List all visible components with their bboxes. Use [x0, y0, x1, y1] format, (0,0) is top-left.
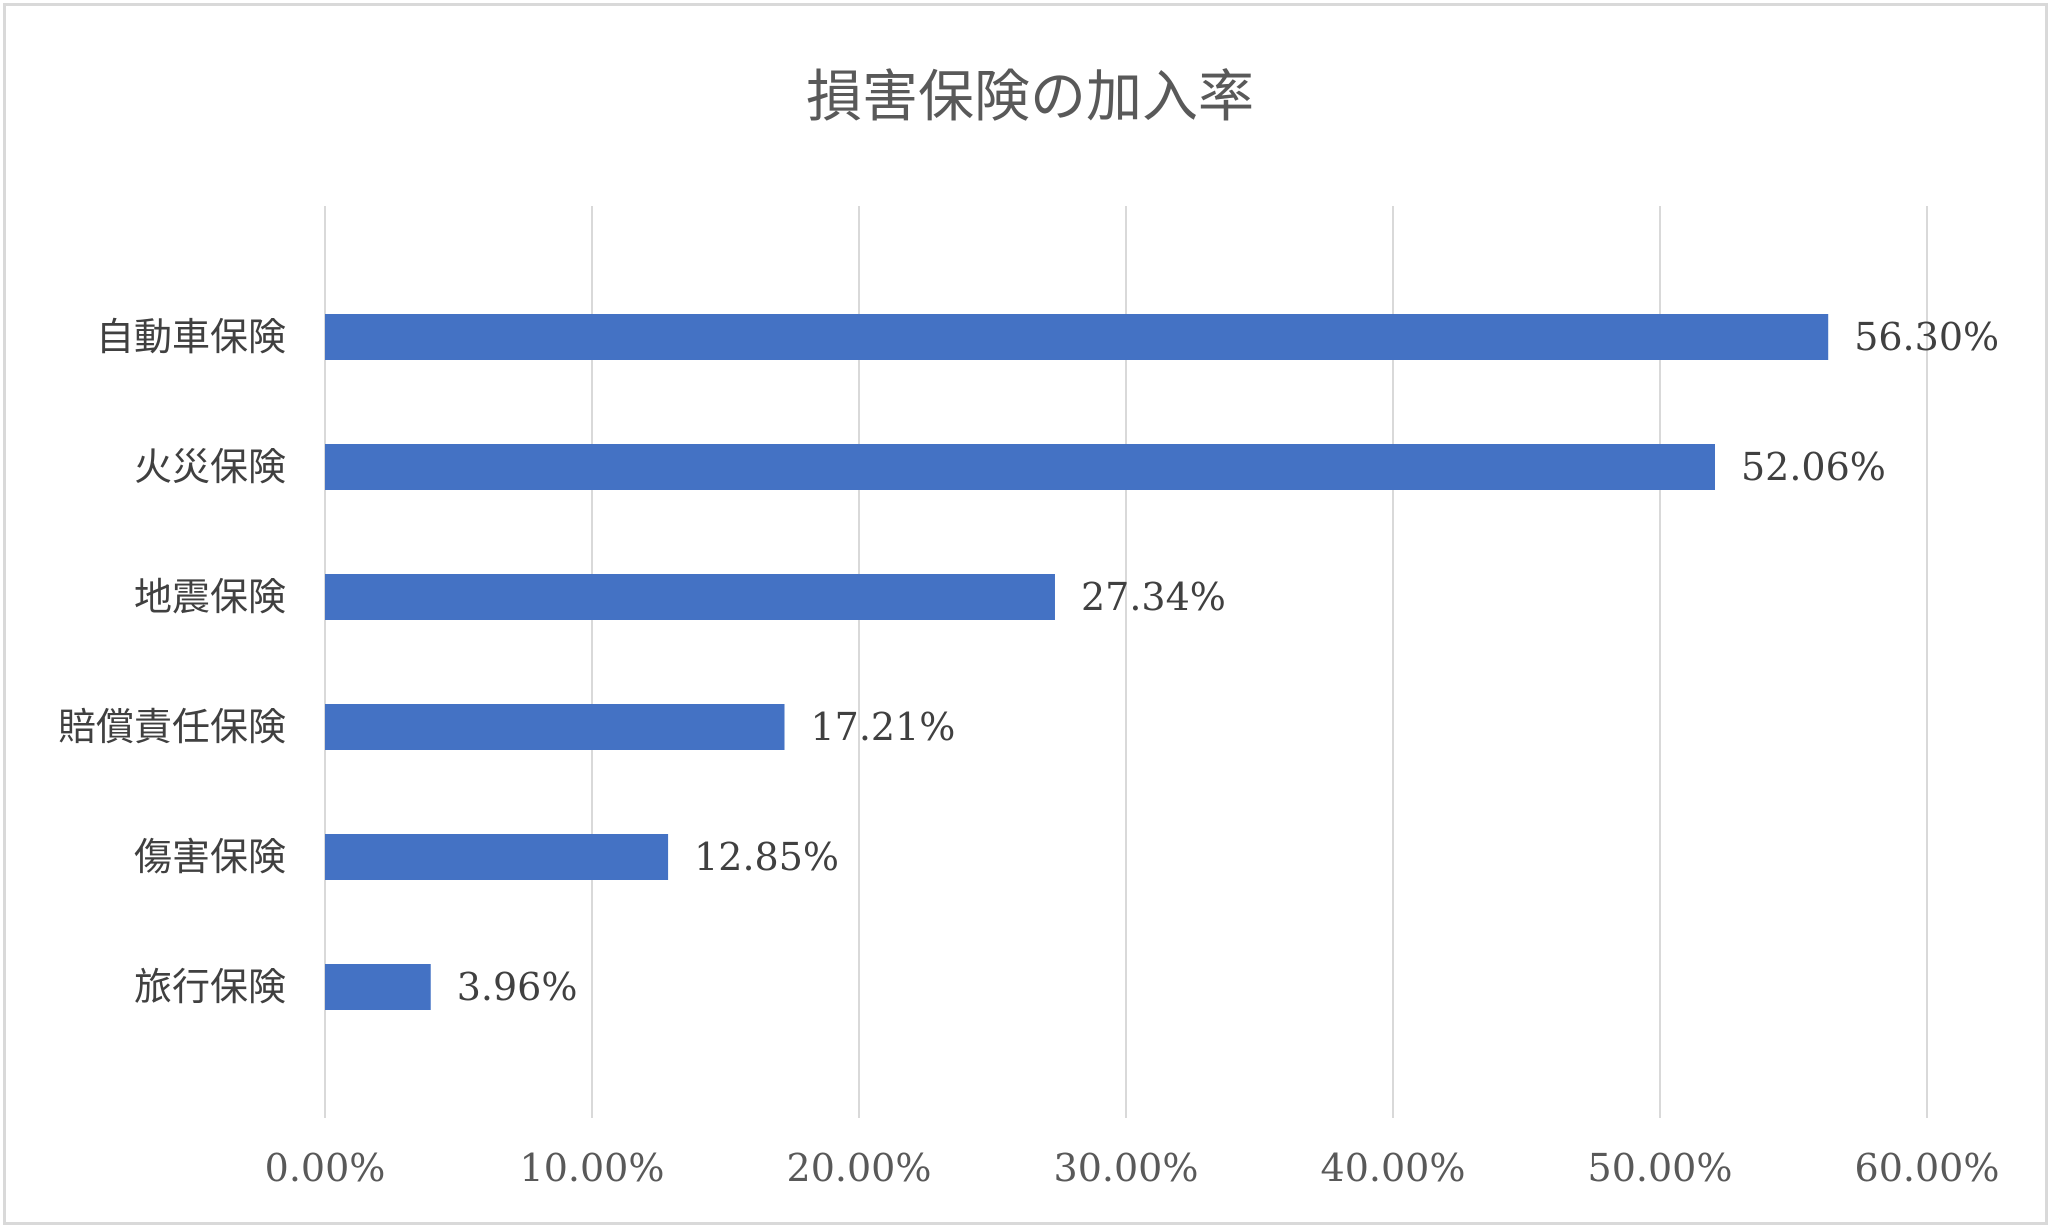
bar [325, 704, 785, 750]
x-axis-tick-labels: 0.00% 10.00% 20.00% 30.00% 40.00% 50.00% 60.00… [265, 1146, 2000, 1190]
data-label: 27.34% [1081, 575, 1226, 619]
x-tick-label: 10.00% [520, 1146, 665, 1190]
x-tick-label: 0.00% [265, 1146, 386, 1190]
data-label: 12.85% [694, 835, 839, 879]
bar [325, 444, 1716, 490]
bar [325, 834, 669, 880]
category-label: 自動車保険 [96, 315, 286, 359]
x-tick-label: 20.00% [787, 1146, 932, 1190]
bars [325, 314, 1829, 1010]
bar [325, 314, 1829, 360]
x-tick-label: 50.00% [1588, 1146, 1733, 1190]
data-labels: 56.30% 52.06% 27.34% 17.21% 12.85% 3.96% [457, 315, 1999, 1009]
data-label: 17.21% [811, 705, 956, 749]
bar [325, 964, 431, 1010]
category-label: 地震保険 [134, 575, 286, 619]
x-tick-label: 40.00% [1321, 1146, 1466, 1190]
category-label: 旅行保険 [134, 965, 286, 1009]
category-label: 賠償責任保険 [58, 705, 286, 749]
bar [325, 574, 1055, 620]
data-label: 56.30% [1854, 315, 1999, 359]
category-label: 傷害保険 [134, 835, 286, 879]
x-tick-label: 60.00% [1855, 1146, 2000, 1190]
category-label: 火災保険 [134, 445, 286, 489]
data-label: 52.06% [1741, 445, 1886, 489]
chart-frame: 損害保険の加入率 自動車保険火災保険地震保険賠償責任保険傷害保険旅行保険 56.… [3, 3, 2048, 1225]
x-tick-label: 30.00% [1054, 1146, 1199, 1190]
data-label: 3.96% [457, 965, 578, 1009]
chart-title: 損害保険の加入率 [806, 65, 1254, 130]
